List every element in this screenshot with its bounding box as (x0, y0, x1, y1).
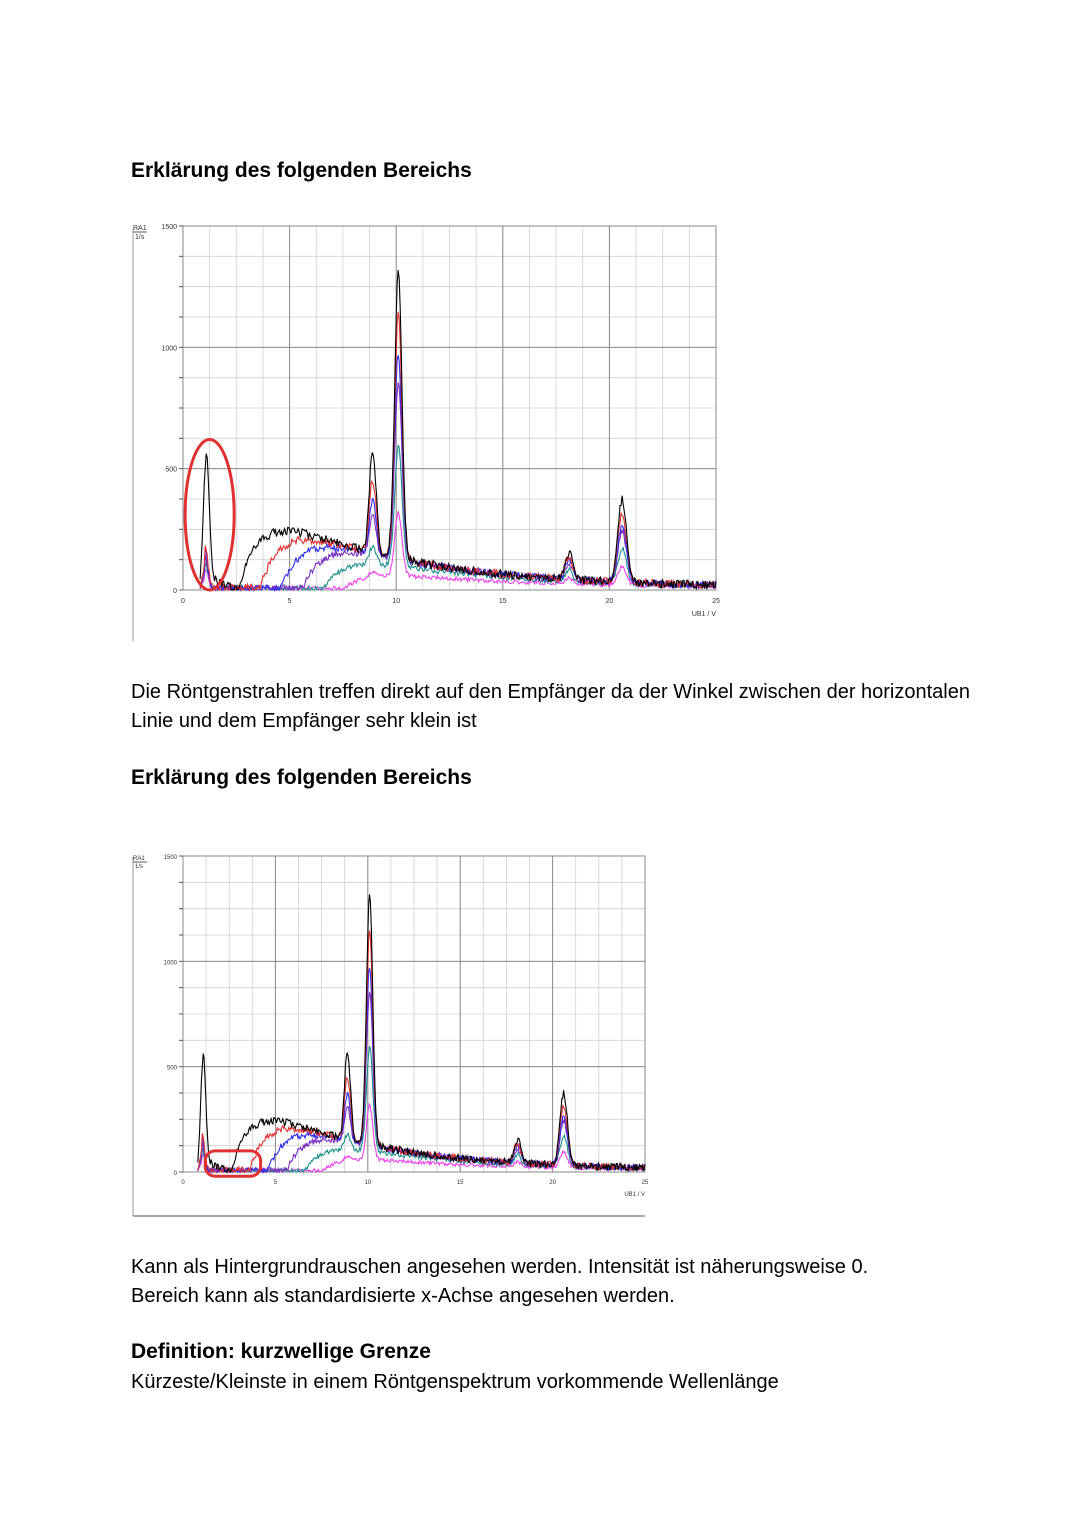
y-tick-label: 1000 (164, 960, 178, 966)
x-tick-label: 25 (712, 598, 720, 605)
y-tick-label: 500 (167, 1066, 178, 1072)
y-axis-label-numerator: RA1 (133, 225, 147, 232)
x-axis-label: UB1 / V (692, 611, 716, 618)
definition-text: Kürzeste/Kleinste in einem Röntgenspektr… (131, 1371, 779, 1393)
x-tick-label: 10 (364, 1180, 371, 1186)
x-tick-label: 0 (181, 598, 185, 605)
y-tick-label: 0 (174, 1171, 178, 1177)
x-tick-label: 20 (549, 1180, 556, 1186)
section-2-text-line-1: Kann als Hintergrundrauschen angesehen w… (131, 1256, 869, 1278)
series-line-1 (199, 270, 717, 592)
y-tick-label: 1500 (161, 224, 177, 231)
series-line-6 (197, 1103, 646, 1174)
x-tick-label: 25 (642, 1180, 649, 1186)
definition-heading: Definition: kurzwellige Grenze (131, 1340, 431, 1363)
series-line-4 (197, 991, 646, 1175)
highlight-ellipse (183, 438, 236, 592)
section-heading-2: Erklärung des folgenden Bereichs (131, 766, 472, 789)
series-line-5 (197, 1045, 646, 1175)
x-tick-label: 5 (274, 1180, 278, 1186)
series-line-2 (197, 930, 646, 1174)
x-tick-label: 15 (499, 598, 507, 605)
highlight-box (203, 1149, 263, 1178)
y-tick-label: 1500 (164, 855, 178, 861)
y-tick-label: 0 (173, 588, 177, 595)
x-tick-label: 0 (181, 1180, 185, 1186)
x-tick-label: 15 (457, 1180, 464, 1186)
y-tick-label: 1000 (161, 345, 177, 352)
section-1-text: Die Röntgenstrahlen treffen direkt auf d… (131, 681, 970, 732)
x-axis-label: UB1 / V (624, 1192, 645, 1198)
y-axis-label-denominator: 1/s (135, 864, 143, 870)
section-2-text-line-2: Bereich kann als standardisierte x-Achse… (131, 1285, 675, 1307)
series-line-1 (197, 894, 646, 1174)
x-tick-label: 5 (288, 598, 292, 605)
x-tick-label: 10 (392, 598, 400, 605)
y-axis-label-numerator: RA1 (133, 856, 145, 862)
series-line-3 (197, 968, 646, 1174)
series-line-5 (199, 444, 717, 593)
y-tick-label: 500 (165, 467, 177, 474)
section-heading-1: Erklärung des folgenden Bereichs (131, 159, 472, 182)
y-axis-label-denominator: 1/s (135, 234, 145, 241)
x-tick-label: 20 (606, 598, 614, 605)
